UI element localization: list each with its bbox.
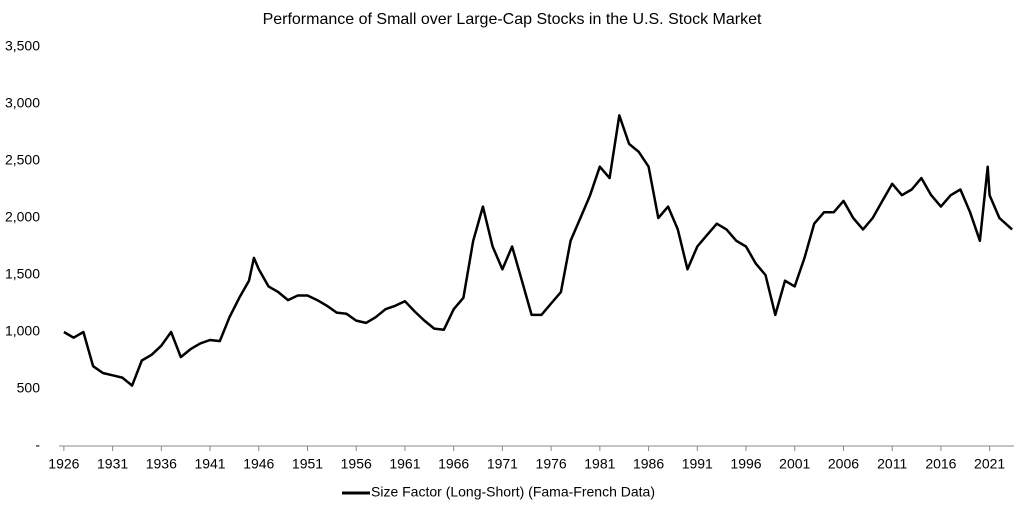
x-tick-label: 1986 bbox=[633, 456, 664, 472]
y-tick-label: - bbox=[35, 437, 40, 453]
x-tick-label: 1951 bbox=[292, 456, 323, 472]
x-tick-label: 1926 bbox=[48, 456, 79, 472]
chart-title: Performance of Small over Large-Cap Stoc… bbox=[263, 11, 762, 28]
x-tick-label: 2011 bbox=[877, 456, 907, 472]
y-tick-label: 1,500 bbox=[5, 266, 40, 282]
legend-label: Size Factor (Long-Short) (Fama-French Da… bbox=[371, 484, 655, 500]
x-tick-label: 1966 bbox=[438, 456, 469, 472]
y-tick-label: 2,500 bbox=[5, 152, 40, 168]
line-series bbox=[63, 114, 1013, 387]
y-tick-label: 3,000 bbox=[5, 95, 40, 111]
x-tick-label: 1976 bbox=[536, 456, 567, 472]
x-tick-label: 1941 bbox=[194, 456, 225, 472]
y-tick-label: 500 bbox=[17, 380, 41, 396]
x-tick-label: 2021 bbox=[974, 456, 1005, 472]
x-tick-label: 2016 bbox=[925, 456, 956, 472]
x-tick-label: 1991 bbox=[682, 456, 713, 472]
x-tick-label: 1931 bbox=[97, 456, 128, 472]
x-tick-label: 1961 bbox=[389, 456, 420, 472]
x-tick-label: 2001 bbox=[779, 456, 810, 472]
x-tick-label: 1946 bbox=[243, 456, 274, 472]
x-tick-label: 1981 bbox=[584, 456, 615, 472]
x-tick-label: 2006 bbox=[828, 456, 859, 472]
x-tick-label: 1956 bbox=[341, 456, 372, 472]
y-tick-label: 2,000 bbox=[5, 209, 40, 225]
x-tick-label: 1971 bbox=[487, 456, 518, 472]
x-tick-label: 1936 bbox=[146, 456, 177, 472]
y-tick-label: 3,500 bbox=[5, 38, 40, 54]
x-tick-label: 1996 bbox=[730, 456, 761, 472]
y-tick-label: 1,000 bbox=[5, 323, 40, 339]
